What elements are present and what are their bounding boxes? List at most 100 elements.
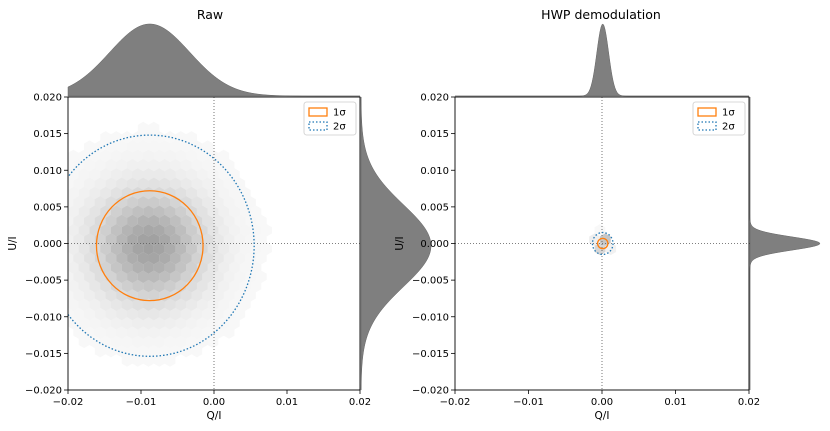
hex-bin	[186, 335, 197, 349]
contour-2sigma	[591, 231, 614, 256]
hex-bin	[132, 242, 144, 256]
legend-swatch-2sigma	[308, 121, 328, 131]
panel-title: HWP demodulation	[541, 7, 661, 22]
hex-bin	[121, 354, 133, 367]
hex-bin	[180, 196, 192, 209]
hex-bin	[127, 233, 138, 246]
hex-bin	[105, 140, 117, 153]
hex-bin	[132, 261, 144, 274]
hex-bin	[94, 326, 106, 339]
hex-bin	[116, 326, 128, 339]
hex-bin	[148, 252, 160, 265]
hex-bin	[148, 121, 160, 135]
hex-bin	[116, 159, 128, 172]
hex-bin	[170, 159, 181, 172]
y-tick-label: 0.005	[33, 202, 62, 213]
hex-bin	[207, 149, 219, 163]
hex-bin	[132, 279, 144, 293]
hex-bin	[202, 289, 213, 302]
hex-bin	[84, 233, 95, 246]
hex-bin	[148, 345, 160, 358]
hex-bin	[132, 224, 144, 237]
hex-bin	[148, 307, 160, 321]
hex-bin	[137, 233, 149, 246]
hex-bin	[159, 307, 170, 321]
hex-bin	[223, 307, 235, 321]
hex-bin	[261, 242, 272, 256]
hex-bin	[191, 252, 203, 265]
hexbin-layer	[589, 224, 617, 256]
legend-swatch-2sigma	[697, 121, 717, 131]
hex-bin	[180, 270, 192, 283]
hex-bin	[213, 307, 224, 321]
contour-layer	[591, 231, 614, 256]
hex-bin	[78, 242, 90, 256]
hex-bin	[148, 177, 160, 190]
hex-bin	[121, 261, 133, 274]
hex-bin	[196, 298, 208, 311]
hex-bin	[170, 177, 181, 190]
hex-bin	[234, 177, 246, 190]
hex-bin	[239, 224, 251, 237]
hex-bin	[594, 242, 606, 256]
hex-bin	[175, 242, 187, 256]
hex-bin	[186, 317, 197, 330]
hex-bin	[191, 307, 203, 321]
hex-bin	[170, 345, 181, 358]
hex-bin	[180, 289, 192, 302]
hex-bin	[116, 345, 128, 358]
hex-bin	[84, 326, 95, 339]
hex-bin	[137, 121, 149, 135]
hex-bin	[68, 279, 79, 293]
hex-bin	[68, 205, 79, 218]
hex-bin	[148, 326, 160, 339]
hex-bin	[137, 307, 149, 321]
hex-bin	[132, 168, 144, 181]
hex-bin	[159, 270, 170, 283]
hex-bin	[111, 335, 122, 349]
hex-bin	[73, 252, 85, 265]
hex-bin	[68, 307, 74, 321]
hex-bin	[143, 335, 154, 349]
hex-bin	[191, 289, 203, 302]
hex-bin	[78, 261, 90, 274]
hex-bin	[239, 279, 251, 293]
hex-bin	[180, 233, 192, 246]
hex-bin	[153, 224, 165, 237]
hex-bin	[73, 307, 85, 321]
hex-bin	[234, 233, 246, 246]
hex-bin	[170, 307, 181, 321]
hex-bin	[250, 205, 262, 218]
y-tick-label: −0.010	[412, 312, 449, 323]
hex-bin	[207, 224, 219, 237]
y-tick-label: 0.005	[420, 202, 449, 213]
hex-bin	[89, 242, 101, 256]
hex-bin	[202, 252, 213, 265]
hex-bin	[180, 345, 192, 358]
y-tick-label: 0.000	[420, 239, 449, 250]
y-tick-label: −0.015	[25, 349, 62, 360]
hex-bin	[255, 233, 267, 246]
hex-bin	[52, 252, 63, 264]
hex-bin	[100, 298, 111, 311]
x-tick-label: −0.02	[53, 397, 84, 408]
hex-bin	[175, 149, 187, 163]
hex-bin	[121, 168, 133, 181]
hex-bin	[111, 131, 122, 144]
marginal-histogram-u	[749, 97, 821, 390]
hex-bin	[223, 196, 235, 209]
hex-bin	[84, 196, 95, 209]
hex-bin	[245, 289, 256, 302]
hex-bin	[164, 279, 176, 293]
hex-bin	[180, 252, 192, 265]
hex-bin	[89, 298, 101, 311]
hex-bin	[229, 168, 240, 181]
hex-bin	[105, 214, 117, 228]
hex-bin	[105, 252, 117, 265]
hex-bin	[261, 224, 272, 237]
hex-bin	[196, 279, 208, 293]
x-tick-label: 0.02	[738, 397, 760, 408]
hex-bin	[202, 233, 213, 246]
